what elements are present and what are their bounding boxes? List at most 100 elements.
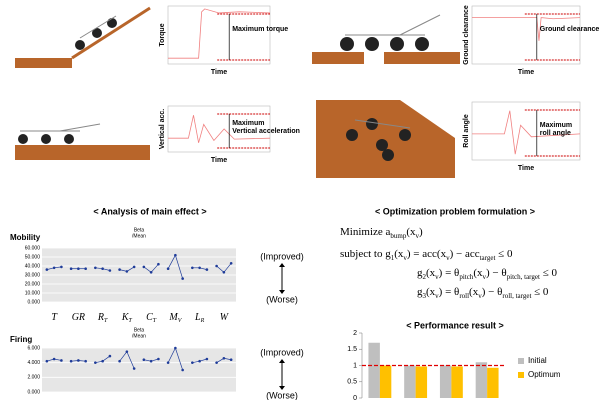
data-point	[215, 264, 218, 268]
annotation: Ground clearance	[540, 26, 600, 33]
data-point	[198, 359, 201, 363]
factor-main: M	[168, 312, 178, 323]
equation-sub: v	[446, 254, 450, 262]
bar	[475, 362, 488, 398]
data-point	[101, 267, 104, 271]
factor-sub: T	[153, 318, 157, 324]
data-point	[125, 270, 129, 273]
bar	[379, 365, 392, 398]
equation-text: ) = θ	[439, 267, 460, 279]
data-point	[77, 359, 80, 362]
data-point	[181, 277, 184, 280]
arrow-head	[279, 290, 285, 294]
arrow-head	[279, 386, 285, 390]
factor-label: GR	[72, 312, 85, 323]
annotation: Maximum	[232, 120, 264, 127]
equation-sub: 2	[423, 273, 427, 281]
illustration-bump	[15, 123, 150, 160]
illustration-side-slope	[316, 100, 455, 178]
annotation: roll angle	[540, 130, 571, 137]
equation-sub: pitch	[459, 273, 473, 281]
bar	[451, 366, 463, 398]
chart-title: Firing	[10, 335, 32, 344]
signal-curve	[168, 115, 271, 143]
data-point	[166, 267, 170, 271]
factor-main: K	[121, 312, 130, 323]
factor-sub: T	[129, 318, 133, 324]
data-point	[84, 267, 87, 271]
equation-sub: v	[482, 273, 486, 281]
data-point	[132, 265, 136, 269]
equation: g2(xv) = θpitch(xv) − θpitch, target ≤ 0	[417, 267, 557, 281]
equation-text: (x	[426, 267, 436, 279]
data-point	[149, 271, 153, 274]
equation-text: ) − θ	[486, 267, 507, 279]
worse-label: (Worse)	[266, 294, 298, 304]
data-point	[222, 271, 226, 274]
bar	[439, 365, 452, 398]
factor-main: W	[220, 312, 230, 323]
data-point	[205, 357, 209, 361]
equation-sub: target	[480, 254, 496, 262]
data-point	[125, 350, 129, 353]
equation-text: (x	[426, 286, 436, 298]
y-tick-label: 60.000	[25, 245, 41, 251]
equation-text: ≤ 0	[495, 248, 513, 260]
data-point	[69, 359, 73, 363]
subtitle: /Mean	[132, 333, 146, 339]
y-tick-label: 6.000	[27, 345, 40, 351]
factor-label: LR	[194, 312, 205, 324]
x-axis-label: Time	[211, 69, 227, 76]
equation-text: Minimize a	[340, 226, 391, 238]
equation-sub: bump	[390, 232, 406, 240]
y-tick-label: 0.000	[27, 389, 40, 395]
equation-text: g	[417, 286, 423, 298]
x-axis-label: Time	[518, 69, 534, 76]
annotation: Vertical acceleration	[232, 128, 300, 135]
data-point	[142, 265, 146, 269]
data-point	[215, 361, 218, 364]
equation-sub: roll, target	[502, 292, 531, 300]
y-axis-label: Torque	[159, 23, 166, 46]
equation-sub: roll	[459, 292, 469, 300]
plot-frame	[167, 5, 271, 65]
annotation: Maximum	[540, 122, 572, 129]
equation-text: ) − acc	[450, 248, 480, 260]
plot-area	[42, 348, 236, 392]
data-point	[69, 267, 73, 271]
bar	[404, 365, 416, 398]
y-axis-label: Roll angle	[463, 114, 470, 148]
heading: < Performance result >	[406, 320, 504, 330]
arrow-head	[279, 263, 285, 267]
y-tick-label: 0.5	[347, 379, 357, 386]
y-tick-label: 20.000	[25, 281, 41, 287]
factor-main: L	[194, 312, 201, 323]
data-point	[222, 356, 226, 360]
factor-main: T	[51, 312, 58, 323]
subtitle: Beta	[134, 227, 145, 233]
data-point	[94, 266, 97, 270]
signal-curve	[472, 17, 581, 41]
factor-main: R	[97, 312, 104, 323]
factor-label: RT	[97, 312, 108, 324]
factor-sub: V	[178, 318, 183, 324]
equation-sub: 1	[391, 254, 395, 262]
equation-text: ≤ 0	[531, 286, 549, 298]
factor-label: MV	[168, 312, 182, 324]
factor-sub: R	[200, 318, 205, 324]
improved-label: (Improved)	[260, 251, 304, 261]
data-point	[118, 359, 121, 363]
subtitle: /Mean	[132, 233, 146, 239]
data-point	[52, 266, 56, 270]
equation-sub: v	[435, 292, 439, 300]
y-tick-label: 0	[353, 395, 357, 400]
worse-label: (Worse)	[266, 390, 298, 400]
legend-label: Optimum	[528, 370, 561, 379]
equation-sub: v	[403, 254, 407, 262]
signal-curve	[168, 8, 271, 59]
equation: Minimize abump(xv)	[340, 226, 423, 240]
equation-text: ) − θ	[482, 286, 503, 298]
data-point	[198, 266, 201, 270]
annotation: Maximum torque	[232, 26, 288, 33]
data-point	[60, 359, 63, 362]
